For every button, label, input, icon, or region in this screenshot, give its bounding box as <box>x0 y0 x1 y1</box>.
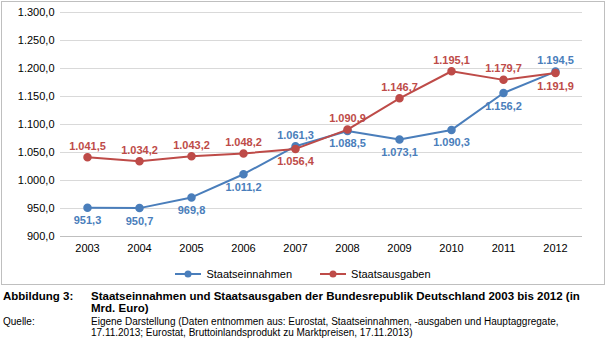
svg-text:2012: 2012 <box>543 242 567 254</box>
svg-text:1.179,7: 1.179,7 <box>485 62 522 74</box>
svg-text:1.000,0: 1.000,0 <box>18 174 55 186</box>
svg-text:951,3: 951,3 <box>74 214 102 226</box>
svg-text:1.146,7: 1.146,7 <box>381 81 418 93</box>
svg-text:1.156,2: 1.156,2 <box>485 100 522 112</box>
svg-text:1.090,9: 1.090,9 <box>329 112 366 124</box>
svg-text:1.100,0: 1.100,0 <box>18 118 55 130</box>
svg-text:2010: 2010 <box>439 242 463 254</box>
svg-text:1.150,0: 1.150,0 <box>18 90 55 102</box>
svg-text:1.073,1: 1.073,1 <box>381 146 418 158</box>
html-text:Quelle:: Quelle: <box>3 316 35 327</box>
svg-text:900,0: 900,0 <box>27 230 55 242</box>
svg-text:950,0: 950,0 <box>27 202 55 214</box>
html-text:Staatsausgaben: Staatsausgaben <box>351 268 431 280</box>
svg-text:969,8: 969,8 <box>178 204 206 216</box>
svg-text:2011: 2011 <box>492 242 516 254</box>
svg-text:1.090,3: 1.090,3 <box>433 136 470 148</box>
svg-text:2006: 2006 <box>231 242 255 254</box>
svg-text:2004: 2004 <box>127 242 151 254</box>
svg-text:1.061,3: 1.061,3 <box>277 129 314 141</box>
svg-text:1.056,4: 1.056,4 <box>277 155 315 167</box>
svg-text:1.088,5: 1.088,5 <box>329 137 366 149</box>
svg-text:2005: 2005 <box>179 242 203 254</box>
svg-text:1.050,0: 1.050,0 <box>18 146 55 158</box>
svg-text:1.043,2: 1.043,2 <box>173 139 210 151</box>
svg-text:1.048,2: 1.048,2 <box>225 136 262 148</box>
svg-text:1.300,0: 1.300,0 <box>18 6 55 18</box>
svg-text:1.194,5: 1.194,5 <box>537 54 574 66</box>
svg-text:1.200,0: 1.200,0 <box>18 62 55 74</box>
html-text:Abbildung 3:: Abbildung 3: <box>3 290 74 302</box>
svg-text:2009: 2009 <box>387 242 411 254</box>
svg-text:2007: 2007 <box>283 242 307 254</box>
svg-text:1.041,5: 1.041,5 <box>69 140 106 152</box>
svg-text:1.011,2: 1.011,2 <box>225 181 261 193</box>
html-text:Staatseinnahmen: Staatseinnahmen <box>206 268 292 280</box>
html-text:Staatseinnahmen und Staatsausg: Staatseinnahmen und Staatsausgaben der B… <box>91 290 580 314</box>
svg-text:950,7: 950,7 <box>126 215 154 227</box>
svg-text:1.034,2: 1.034,2 <box>121 144 158 156</box>
svg-text:1.195,1: 1.195,1 <box>433 54 470 66</box>
svg-text:2008: 2008 <box>335 242 359 254</box>
svg-text:2003: 2003 <box>75 242 99 254</box>
svg-text:1.250,0: 1.250,0 <box>18 34 55 46</box>
html-text:Eigene Darstellung (Daten entn: Eigene Darstellung (Daten entnommen aus:… <box>91 316 559 338</box>
svg-text:1.191,9: 1.191,9 <box>537 80 574 92</box>
